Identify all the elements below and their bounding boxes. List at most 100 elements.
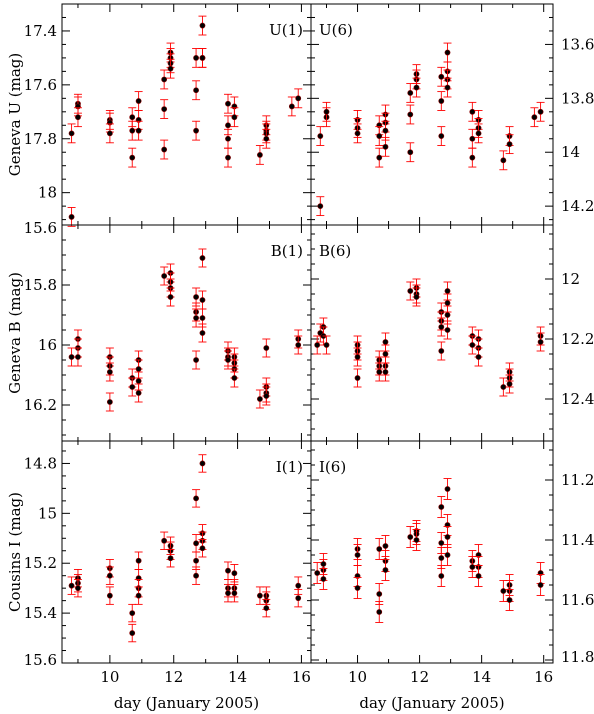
point-marker xyxy=(382,369,389,375)
data-point xyxy=(353,347,362,367)
point-marker xyxy=(475,573,482,579)
point-marker xyxy=(193,572,199,579)
point-marker xyxy=(354,552,361,558)
data-point xyxy=(319,568,328,590)
data-point xyxy=(160,531,169,550)
data-point xyxy=(468,128,477,149)
data-point xyxy=(166,287,175,307)
data-point xyxy=(105,362,114,382)
data-point xyxy=(536,332,545,352)
panel-i6: 11.2 11.4 11.6 11.8 10 12 14 16 day (January 200… xyxy=(310,440,594,712)
y-tick-label: 18 xyxy=(38,184,57,202)
point-marker xyxy=(314,342,321,348)
point-marker xyxy=(475,130,482,137)
data-point xyxy=(134,383,143,403)
y-tick-label: 13.8 xyxy=(561,89,594,107)
data-point xyxy=(128,603,137,623)
data-point xyxy=(468,556,477,578)
point-marker xyxy=(376,369,383,375)
point-marker xyxy=(257,152,263,158)
point-marker xyxy=(68,130,75,137)
data-point xyxy=(375,147,384,168)
point-marker xyxy=(257,396,263,402)
y-tick-label: 16.2 xyxy=(24,396,57,414)
point-marker xyxy=(167,294,174,300)
data-point xyxy=(353,123,362,144)
y-axis-label: Cousins I (mag) xyxy=(6,492,24,612)
data-point xyxy=(192,489,201,508)
data-point xyxy=(160,99,169,119)
y-tick-label: 15.6 xyxy=(24,651,57,669)
point-marker xyxy=(106,572,113,579)
point-marker xyxy=(382,339,389,345)
point-marker xyxy=(382,543,389,549)
data-point xyxy=(134,586,143,605)
data-point xyxy=(198,539,207,558)
panel-u1: 17.4 17.6 17.8 18 Geneva U (mag) U(1) xyxy=(6,3,312,227)
data-point xyxy=(105,586,114,605)
data-point xyxy=(468,335,477,355)
point-marker xyxy=(382,143,389,150)
data-point xyxy=(474,565,483,587)
point-marker xyxy=(199,460,206,467)
point-marker xyxy=(444,486,451,492)
point-marker xyxy=(68,582,75,589)
data-point xyxy=(294,588,303,608)
data-point xyxy=(406,281,415,301)
data-point xyxy=(499,580,508,602)
point-marker xyxy=(135,366,142,372)
point-marker xyxy=(438,555,445,561)
point-marker xyxy=(317,203,324,210)
data-point xyxy=(375,126,384,146)
data-point xyxy=(224,147,232,168)
point-marker xyxy=(295,342,302,348)
data-point xyxy=(224,93,232,114)
point-marker xyxy=(263,605,270,612)
y-tick-label: 17.4 xyxy=(24,22,57,40)
point-marker xyxy=(106,399,113,405)
point-marker xyxy=(129,384,136,390)
point-marker xyxy=(376,133,383,139)
point-marker xyxy=(161,76,168,83)
data-point xyxy=(322,101,331,122)
point-marker xyxy=(438,504,445,510)
point-marker xyxy=(444,49,451,56)
point-marker xyxy=(68,354,75,360)
y-tick-label: 14 xyxy=(561,143,580,161)
point-marker xyxy=(68,214,75,220)
point-marker xyxy=(106,369,113,375)
y-tick-label: 15.2 xyxy=(24,554,57,572)
data-point xyxy=(443,526,452,548)
data-point xyxy=(536,101,545,122)
point-marker xyxy=(106,592,113,599)
point-marker xyxy=(469,154,476,161)
point-marker xyxy=(354,130,361,137)
data-point xyxy=(505,134,514,155)
data-point xyxy=(198,15,207,36)
point-marker xyxy=(438,348,445,354)
data-point xyxy=(198,323,207,343)
data-point xyxy=(294,335,303,355)
point-marker xyxy=(193,357,199,363)
point-marker xyxy=(320,561,327,567)
data-point xyxy=(134,120,143,141)
panel-frame xyxy=(310,440,554,664)
data-point xyxy=(353,577,362,599)
data-point xyxy=(255,586,264,605)
data-point xyxy=(412,287,421,307)
point-marker xyxy=(129,114,136,121)
point-marker xyxy=(193,557,199,564)
point-marker xyxy=(193,540,199,547)
data-point xyxy=(468,147,477,168)
data-point xyxy=(381,362,390,382)
panel-label: B(6) xyxy=(319,242,351,260)
point-marker xyxy=(376,154,383,161)
point-marker xyxy=(444,288,451,294)
point-marker xyxy=(193,55,199,61)
point-marker xyxy=(537,582,544,588)
point-marker xyxy=(506,141,513,148)
data-point xyxy=(192,48,201,68)
data-point xyxy=(443,77,452,98)
